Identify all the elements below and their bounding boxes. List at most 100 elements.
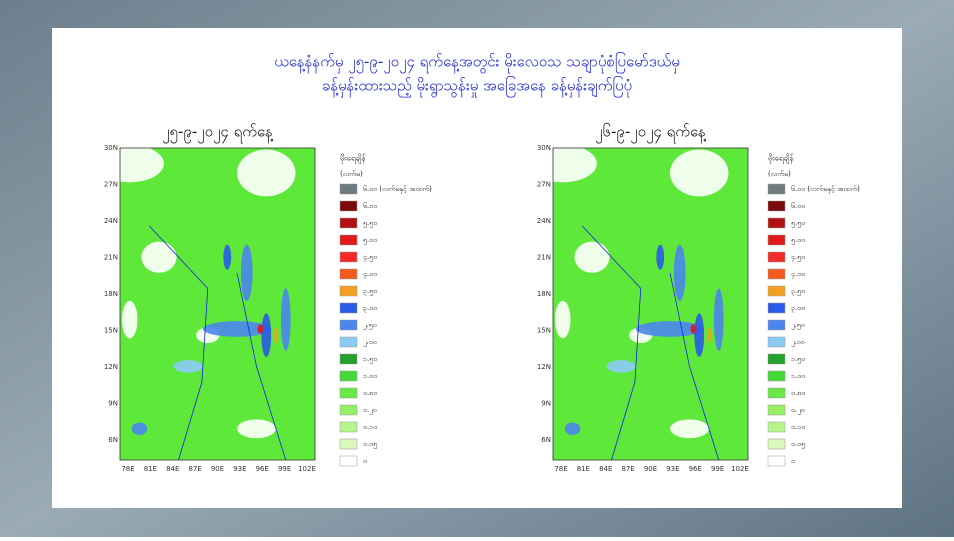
rain-area (554, 300, 571, 339)
lon-tick-label: 99E (711, 465, 724, 473)
map-title: ၂၅-၉-၂၀၂၄ ရက်နေ့ (162, 123, 274, 144)
rain-area (564, 422, 581, 436)
legend-swatch (767, 319, 786, 331)
legend-label: ၂.၅၀ (362, 321, 377, 330)
legend-label: ၂.၀၀ (362, 338, 377, 347)
legend-label: ၃.၅၀ (791, 287, 805, 296)
lat-tick-label: 24N (104, 217, 118, 225)
lon-tick-label: 93E (666, 465, 679, 473)
lon-tick-label: 87E (621, 465, 634, 473)
lat-tick-label: 30N (537, 144, 551, 152)
legend-swatch (339, 200, 358, 212)
legend-title: မိုးရေချိန် (768, 153, 794, 165)
legend-swatch (767, 285, 786, 297)
rain-area (202, 321, 272, 337)
rain-area (690, 324, 697, 334)
rain-area (670, 149, 729, 197)
legend-label: ၅.၅၀ (791, 219, 805, 228)
legend-swatch (767, 183, 786, 195)
title-line: ခန့်မှန်းထားသည့် မိုးရွာသွန်းမှု အခြေအနေ… (322, 76, 632, 98)
legend-swatch (767, 438, 786, 450)
legend-label: ၀ (791, 457, 795, 465)
legend-swatch (339, 251, 358, 263)
legend-label: ၄.၀၀ (363, 270, 377, 279)
rain-area (713, 288, 724, 351)
legend-label: ၀.၂၀ (363, 406, 377, 415)
lat-tick-label: 18N (104, 290, 118, 298)
legend-label: ၃.၀၀ (791, 304, 805, 313)
rain-area (95, 144, 164, 183)
lat-tick-label: 12N (537, 363, 551, 371)
map-frame (552, 147, 749, 461)
rain-area (141, 241, 177, 273)
lon-tick-label: 90E (211, 465, 224, 473)
lon-tick-label: 81E (144, 465, 157, 473)
legend-label: ၀.၈၀ (363, 389, 377, 397)
lon-tick-label: 99E (278, 465, 291, 473)
legend-swatch (767, 387, 786, 399)
lon-tick-label: 81E (577, 465, 590, 473)
legend-swatch (767, 353, 786, 365)
legend-label: ၄.၀၀ (791, 270, 805, 279)
rain-area (240, 244, 253, 301)
rain-area (237, 149, 296, 197)
rain-area (257, 324, 264, 334)
lat-tick-label: 9N (541, 400, 551, 408)
coastline (581, 225, 720, 461)
lon-tick-label: 90E (644, 465, 657, 473)
rain-area (707, 327, 711, 344)
legend-swatch (339, 387, 358, 399)
legend-label: ၆.၀၀ (လက်မနှင့် အထက်) (791, 185, 860, 194)
legend-swatch (767, 455, 786, 467)
rain-area (528, 144, 597, 183)
lat-tick-label: 27N (537, 181, 551, 189)
legend-swatch (767, 234, 786, 246)
lon-tick-label: 96E (256, 465, 269, 473)
legend-label: ၅.၀၀ (791, 236, 805, 245)
lat-tick-label: 6N (108, 436, 118, 444)
legend-label: ၂.၅၀ (790, 321, 805, 330)
legend-label: ၀.၀၅ (791, 440, 805, 449)
legend-label: ၂.၀၀ (790, 338, 805, 347)
coastline (148, 225, 287, 461)
lat-tick-label: 9N (108, 400, 118, 408)
legend-swatch (767, 302, 786, 314)
lat-tick-label: 15N (104, 327, 118, 335)
legend-label: ၅.၀၀ (363, 236, 377, 245)
rain-area (694, 313, 705, 358)
legend-swatch (767, 421, 786, 433)
legend-swatch (767, 268, 786, 280)
rain-area (223, 244, 232, 270)
legend-swatch (767, 217, 786, 229)
legend-swatch (339, 302, 358, 314)
lon-tick-label: 84E (599, 465, 612, 473)
legend-swatch (767, 200, 786, 212)
legend-unit: (လက်မ) (768, 170, 791, 178)
legend-swatch (339, 183, 358, 195)
legend-swatch (339, 268, 358, 280)
lat-tick-label: 15N (537, 327, 551, 335)
legend-label: ၆.၀၀ (791, 202, 805, 210)
lon-tick-label: 102E (298, 465, 316, 473)
lat-tick-label: 27N (104, 181, 118, 189)
lat-tick-label: 24N (537, 217, 551, 225)
legend-label: ၁.၀၀ (791, 372, 805, 380)
map-frame (119, 147, 316, 461)
rain-area (261, 313, 272, 358)
legend-swatch (339, 353, 358, 365)
lat-tick-label: 18N (537, 290, 551, 298)
legend-label: ၀ (363, 457, 367, 465)
legend-title: မိုးရေချိန် (340, 153, 366, 165)
legend-label: ၅.၅၀ (363, 219, 377, 228)
legend-label: ၆.၀၀ (363, 202, 377, 210)
rain-area (635, 321, 705, 337)
legend-label: ၆.၀၀ (လက်မနှင့် အထက်) (363, 185, 432, 194)
legend-swatch (767, 251, 786, 263)
legend-unit: (လက်မ) (340, 170, 363, 178)
lon-tick-label: 78E (121, 465, 134, 473)
legend-swatch (339, 455, 358, 467)
lat-tick-label: 21N (104, 254, 118, 262)
legend-label: ၀.၂၀ (791, 406, 805, 415)
